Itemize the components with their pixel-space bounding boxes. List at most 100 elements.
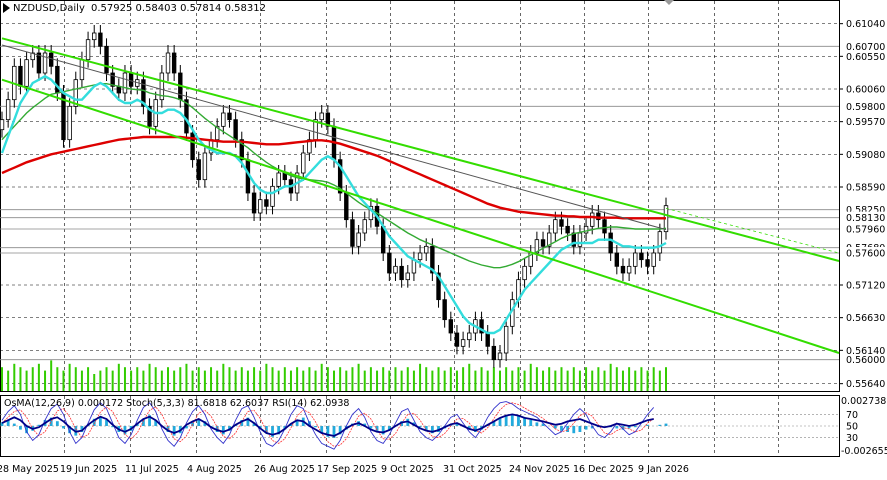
volume-bar xyxy=(197,367,200,391)
osma-bar xyxy=(12,423,16,426)
volume-bar xyxy=(314,370,317,391)
osma-bar xyxy=(68,426,72,434)
volume-bar xyxy=(240,367,243,391)
volume-bar xyxy=(566,370,569,391)
osma-bar xyxy=(148,415,151,426)
y-tick-label: 0.56630 xyxy=(846,313,885,324)
candle-body xyxy=(430,245,435,274)
osma-bar xyxy=(646,424,649,426)
candle-body xyxy=(92,32,97,41)
volume-bar xyxy=(535,367,538,391)
osma-bar xyxy=(517,415,520,426)
candle-body xyxy=(393,265,398,274)
indicator-level-label: 50 xyxy=(846,422,858,433)
candle-body xyxy=(5,99,11,121)
osma-bar xyxy=(474,426,477,432)
osma-bar xyxy=(615,426,619,429)
volume-bar xyxy=(185,363,188,391)
indicator-label: OsMA(12,26,9) 0.000172 Stoch(5,3,3) 81.6… xyxy=(4,398,349,409)
trend-lines xyxy=(1,37,840,354)
osma-bar xyxy=(185,426,188,429)
osma-bar xyxy=(535,422,539,426)
volume-bar xyxy=(634,370,637,391)
osma-bar xyxy=(541,423,545,426)
volume-bar xyxy=(621,370,624,391)
volume-bar xyxy=(1,367,3,391)
trend-line xyxy=(1,37,840,262)
candle-body xyxy=(67,105,72,141)
level-label: 0.58250 xyxy=(846,205,885,216)
stoch-d-line xyxy=(1,402,654,447)
volume-bar xyxy=(499,370,501,391)
volume-bar xyxy=(271,367,274,391)
osma-bar xyxy=(166,426,170,432)
osma-bar xyxy=(154,420,158,426)
candle-body xyxy=(276,172,281,187)
y-tick-label: 0.58590 xyxy=(846,183,885,194)
candle-body xyxy=(258,199,263,214)
level-label: 0.59800 xyxy=(846,102,885,113)
candle-body xyxy=(0,119,5,131)
volume-bar xyxy=(179,367,182,391)
y-tick-label: 0.59080 xyxy=(846,150,885,161)
candle-body xyxy=(141,79,146,107)
volume-bar xyxy=(167,367,169,391)
volume-bar xyxy=(62,370,65,391)
osma-bar xyxy=(338,426,342,435)
candle-body xyxy=(30,52,35,61)
symbol-header: NZDUSD,Daily xyxy=(13,3,85,14)
candle-body xyxy=(387,252,392,274)
volume-bar xyxy=(117,363,120,391)
candle-body xyxy=(214,125,220,141)
osma-bar xyxy=(492,421,496,426)
osma-bar xyxy=(326,426,330,437)
osma-bar xyxy=(523,417,526,426)
candle-body xyxy=(436,272,441,301)
grid xyxy=(0,1,839,456)
volume-bar xyxy=(74,367,77,391)
stoch-k-line xyxy=(1,401,655,450)
volume-bar xyxy=(203,370,206,391)
level-label: 0.58130 xyxy=(846,213,885,224)
volume-bar xyxy=(25,370,28,391)
volume-bar xyxy=(123,367,126,391)
ohlc-header: 0.57925 0.58403 0.57814 0.58312 xyxy=(91,3,266,14)
candle-body xyxy=(239,139,244,161)
candle-body xyxy=(399,265,404,281)
ma-slow-line xyxy=(1,135,666,220)
candle-body xyxy=(171,52,177,74)
candle-body xyxy=(221,112,226,127)
candle-body xyxy=(36,52,42,74)
candles xyxy=(0,25,669,368)
candle-body xyxy=(405,272,410,281)
candle-body xyxy=(325,112,331,127)
candle-body xyxy=(344,192,349,221)
osma-bar xyxy=(55,421,59,426)
osma-bar xyxy=(215,426,219,432)
volume-bar xyxy=(160,370,163,391)
volume-bar xyxy=(425,367,428,391)
volume-bar xyxy=(480,367,483,391)
osma-bar xyxy=(62,426,65,429)
candle-body xyxy=(227,112,232,121)
volume-bar xyxy=(406,367,409,391)
volume-bar xyxy=(216,370,219,391)
volume-bar xyxy=(437,367,440,391)
osma-bar xyxy=(111,426,115,428)
candle-body xyxy=(264,199,269,207)
volume-bar xyxy=(443,370,446,391)
candle-body xyxy=(159,72,165,101)
volume-bar xyxy=(148,363,151,391)
candle-body xyxy=(251,192,257,214)
osma-bar xyxy=(172,426,176,436)
volume-bar xyxy=(529,363,532,391)
volume-bar xyxy=(136,367,139,391)
candle-body xyxy=(645,259,650,267)
osma-bar xyxy=(572,426,576,434)
volume-bar xyxy=(357,363,360,391)
osma-bar xyxy=(295,420,299,426)
volume-bar xyxy=(646,370,649,391)
